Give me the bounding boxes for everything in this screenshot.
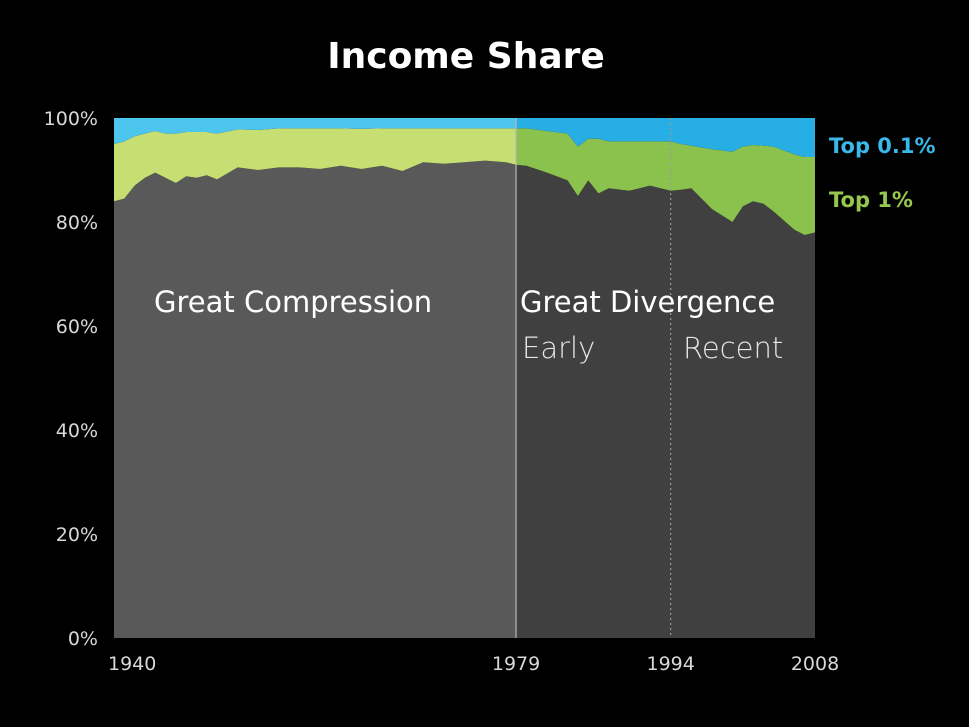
x-tick-label: 1940 [108,653,156,675]
annotation-great-divergence: Great Divergence [520,285,775,319]
annotation-great-compression: Great Compression [154,285,432,319]
chart-title: Income Share [327,36,605,77]
area-bottom-99-divergence [516,164,815,638]
annotation-early: Early [522,331,595,365]
era-dividers [515,118,672,638]
area-bottom-99-compression [114,160,517,638]
y-tick-label: 20% [56,524,98,546]
annotation-recent: Recent [683,331,783,365]
area-top-1-compression [114,128,517,202]
areas-great-divergence [516,118,815,638]
legend-top-1-percent: Top 1% [829,188,913,212]
y-axis-ticks: 0% 20% 40% 60% 80% 100% [44,108,98,650]
y-tick-label: 60% [56,316,98,338]
y-tick-label: 80% [56,212,98,234]
area-top-0-1-compression [114,118,517,144]
y-tick-label: 100% [44,108,98,130]
x-tick-label: 2008 [791,653,839,675]
y-tick-label: 0% [68,628,98,650]
x-tick-label: 1979 [492,653,540,675]
x-axis-ticks: 1940 1979 1994 2008 [108,653,839,675]
area-top-1-divergence [516,128,815,235]
legend-top-0-1-percent: Top 0.1% [829,134,936,158]
areas-great-compression [114,118,517,638]
area-top-0-1-divergence [516,118,815,157]
y-tick-label: 40% [56,420,98,442]
x-tick-label: 1994 [646,653,694,675]
